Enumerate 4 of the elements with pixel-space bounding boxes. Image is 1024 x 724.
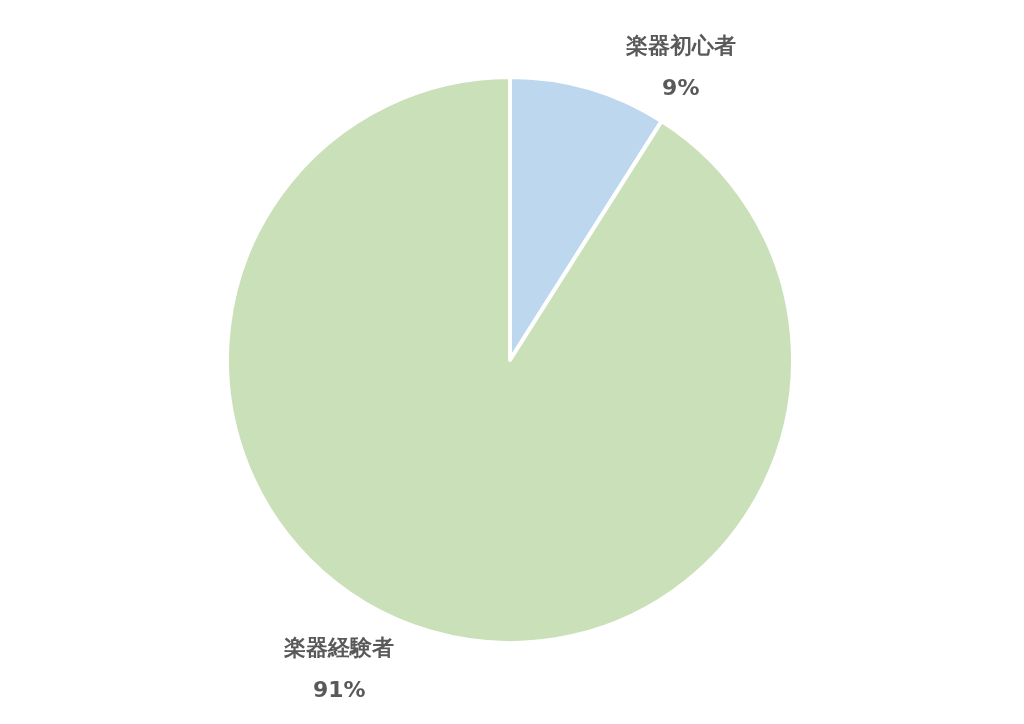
data-label: 9% [662, 75, 700, 101]
data-label: 91% [312, 676, 366, 702]
slice-label: 楽器初心者 [624, 33, 736, 59]
slice-label: 楽器経験者 [283, 634, 395, 660]
